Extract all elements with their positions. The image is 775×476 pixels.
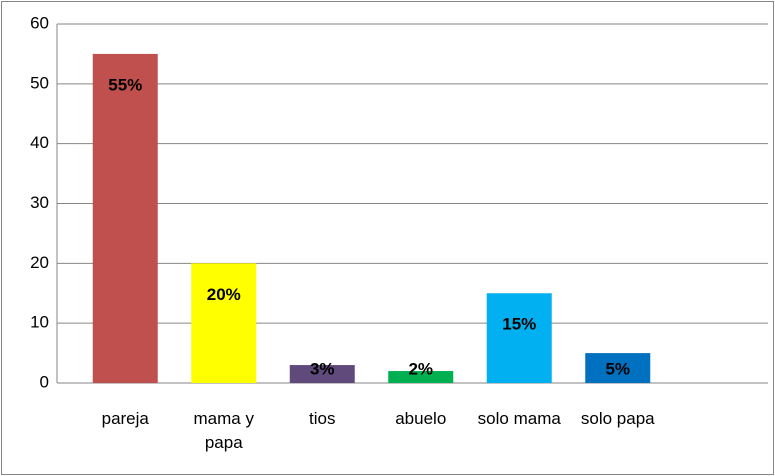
data-label: 5%: [605, 359, 630, 378]
y-tick-label: 40: [30, 133, 49, 152]
x-tick-label: pareja: [101, 409, 149, 428]
data-label: 55%: [108, 75, 142, 94]
data-label: 2%: [408, 359, 433, 378]
x-tick-label: tios: [309, 409, 336, 428]
bar: [289, 365, 355, 383]
x-tick-label: solo mama: [477, 409, 561, 428]
bar: [92, 53, 158, 384]
bar: [191, 263, 257, 383]
bar: [585, 353, 651, 383]
y-tick-label: 0: [40, 372, 49, 391]
data-label: 3%: [310, 359, 335, 378]
x-tick-label: abuelo: [395, 409, 447, 428]
x-tick-label: mama y papa: [193, 409, 254, 452]
data-label: 20%: [207, 285, 241, 304]
x-tick-label: solo papa: [580, 409, 655, 428]
y-tick-label: 20: [30, 253, 49, 272]
y-tick-label: 10: [30, 313, 49, 332]
bar: [486, 293, 552, 383]
y-tick-label: 60: [30, 13, 49, 32]
y-tick-label: 50: [30, 73, 49, 92]
y-tick-label: 30: [30, 193, 49, 212]
data-label: 15%: [502, 315, 536, 334]
bar: [388, 371, 454, 383]
